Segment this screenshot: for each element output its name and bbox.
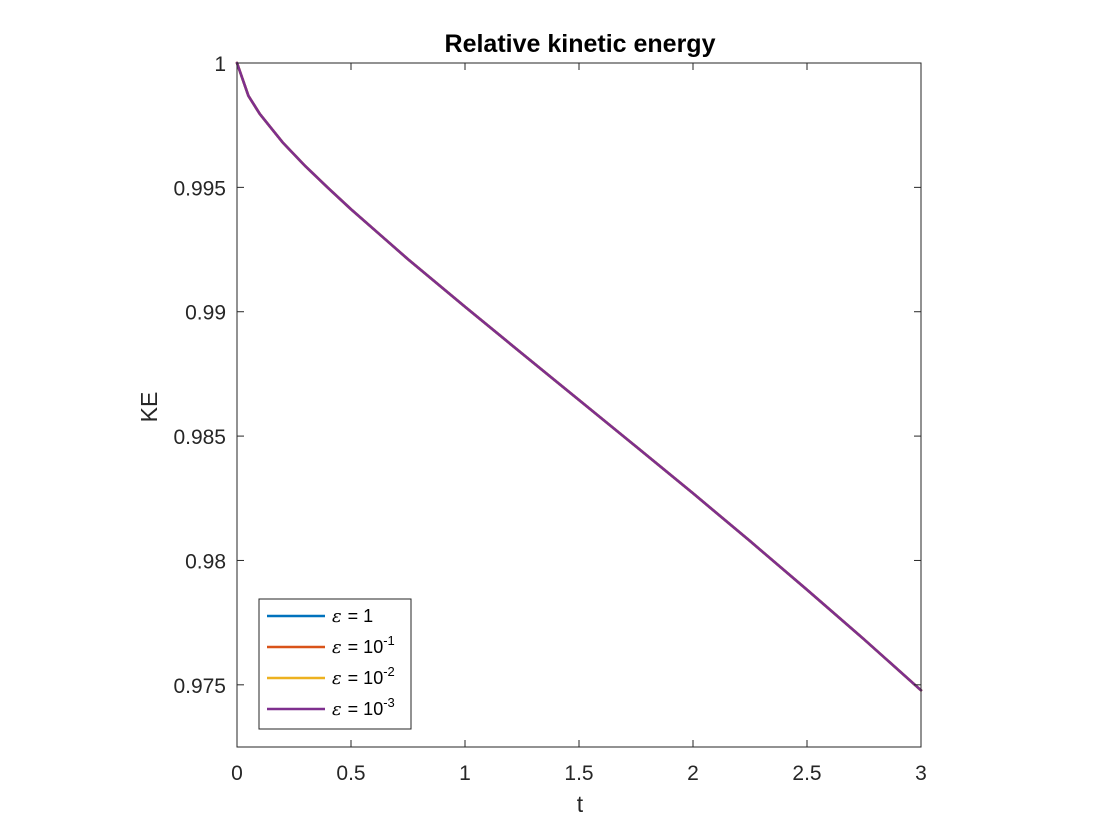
legend-exponent: -2 xyxy=(383,664,395,679)
x-axis: 0 0.5 1 1.5 2 2.5 3 xyxy=(231,63,927,785)
y-tick-label: 0.985 xyxy=(173,426,226,449)
y-tick-label: 0.975 xyxy=(173,675,226,698)
legend-base: = 10 xyxy=(348,699,384,719)
legend-symbol: ε xyxy=(332,606,342,627)
x-tick-label: 1.5 xyxy=(564,762,593,785)
legend-exponent: -1 xyxy=(383,633,395,648)
legend-symbol: ε xyxy=(332,699,342,720)
x-tick-label: 0 xyxy=(231,762,243,785)
legend-exponent: -3 xyxy=(383,695,395,710)
x-tick-label: 0.5 xyxy=(336,762,365,785)
series-layer xyxy=(235,61,923,692)
legend-entry-2: ε = 10-2 xyxy=(332,664,395,689)
legend-box xyxy=(258,598,412,730)
y-tick-label: 0.98 xyxy=(185,550,226,573)
legend-entry-0: ε = 1 xyxy=(332,606,373,627)
y-tick-label: 0.99 xyxy=(185,302,226,325)
legend-entry-1: ε = 10-1 xyxy=(332,633,395,658)
legend-base: = 1 xyxy=(348,606,374,626)
legend-entry-3: ε = 10-3 xyxy=(332,695,395,720)
y-axis: 0.975 0.98 0.985 0.99 0.995 1 xyxy=(173,53,921,698)
chart-title: Relative kinetic energy xyxy=(445,30,716,58)
y-tick-label: 1 xyxy=(214,53,226,76)
x-tick-label: 2.5 xyxy=(792,762,821,785)
x-tick-label: 2 xyxy=(687,762,699,785)
x-tick-label: 1 xyxy=(459,762,471,785)
y-tick-label: 0.995 xyxy=(173,177,226,200)
legend-base: = 10 xyxy=(348,668,384,688)
x-axis-label: t xyxy=(577,791,584,817)
y-axis-label: KE xyxy=(136,392,162,423)
series-line-3 xyxy=(235,61,923,692)
legend-base: = 10 xyxy=(348,637,384,657)
legend-symbol: ε xyxy=(332,637,342,658)
legend-symbol: ε xyxy=(332,668,342,689)
x-tick-label: 3 xyxy=(915,762,927,785)
legend: ε = 1ε = 10-1ε = 10-2ε = 10-3 xyxy=(258,598,412,730)
